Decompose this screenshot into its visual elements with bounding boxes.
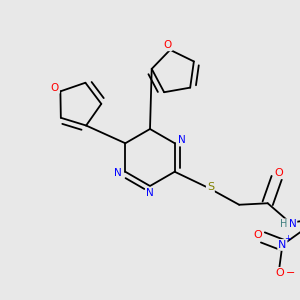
- Text: −: −: [286, 268, 296, 278]
- Text: S: S: [207, 182, 214, 192]
- Text: N: N: [114, 168, 122, 178]
- Text: N: N: [146, 188, 154, 198]
- Text: O: O: [275, 168, 284, 178]
- Text: O: O: [51, 83, 59, 93]
- Text: N: N: [289, 219, 296, 229]
- Text: O: O: [253, 230, 262, 240]
- Text: N: N: [178, 135, 186, 145]
- Text: O: O: [164, 40, 172, 50]
- Text: +: +: [284, 234, 291, 243]
- Text: H: H: [280, 219, 287, 229]
- Text: O: O: [275, 268, 284, 278]
- Text: N: N: [278, 240, 286, 250]
